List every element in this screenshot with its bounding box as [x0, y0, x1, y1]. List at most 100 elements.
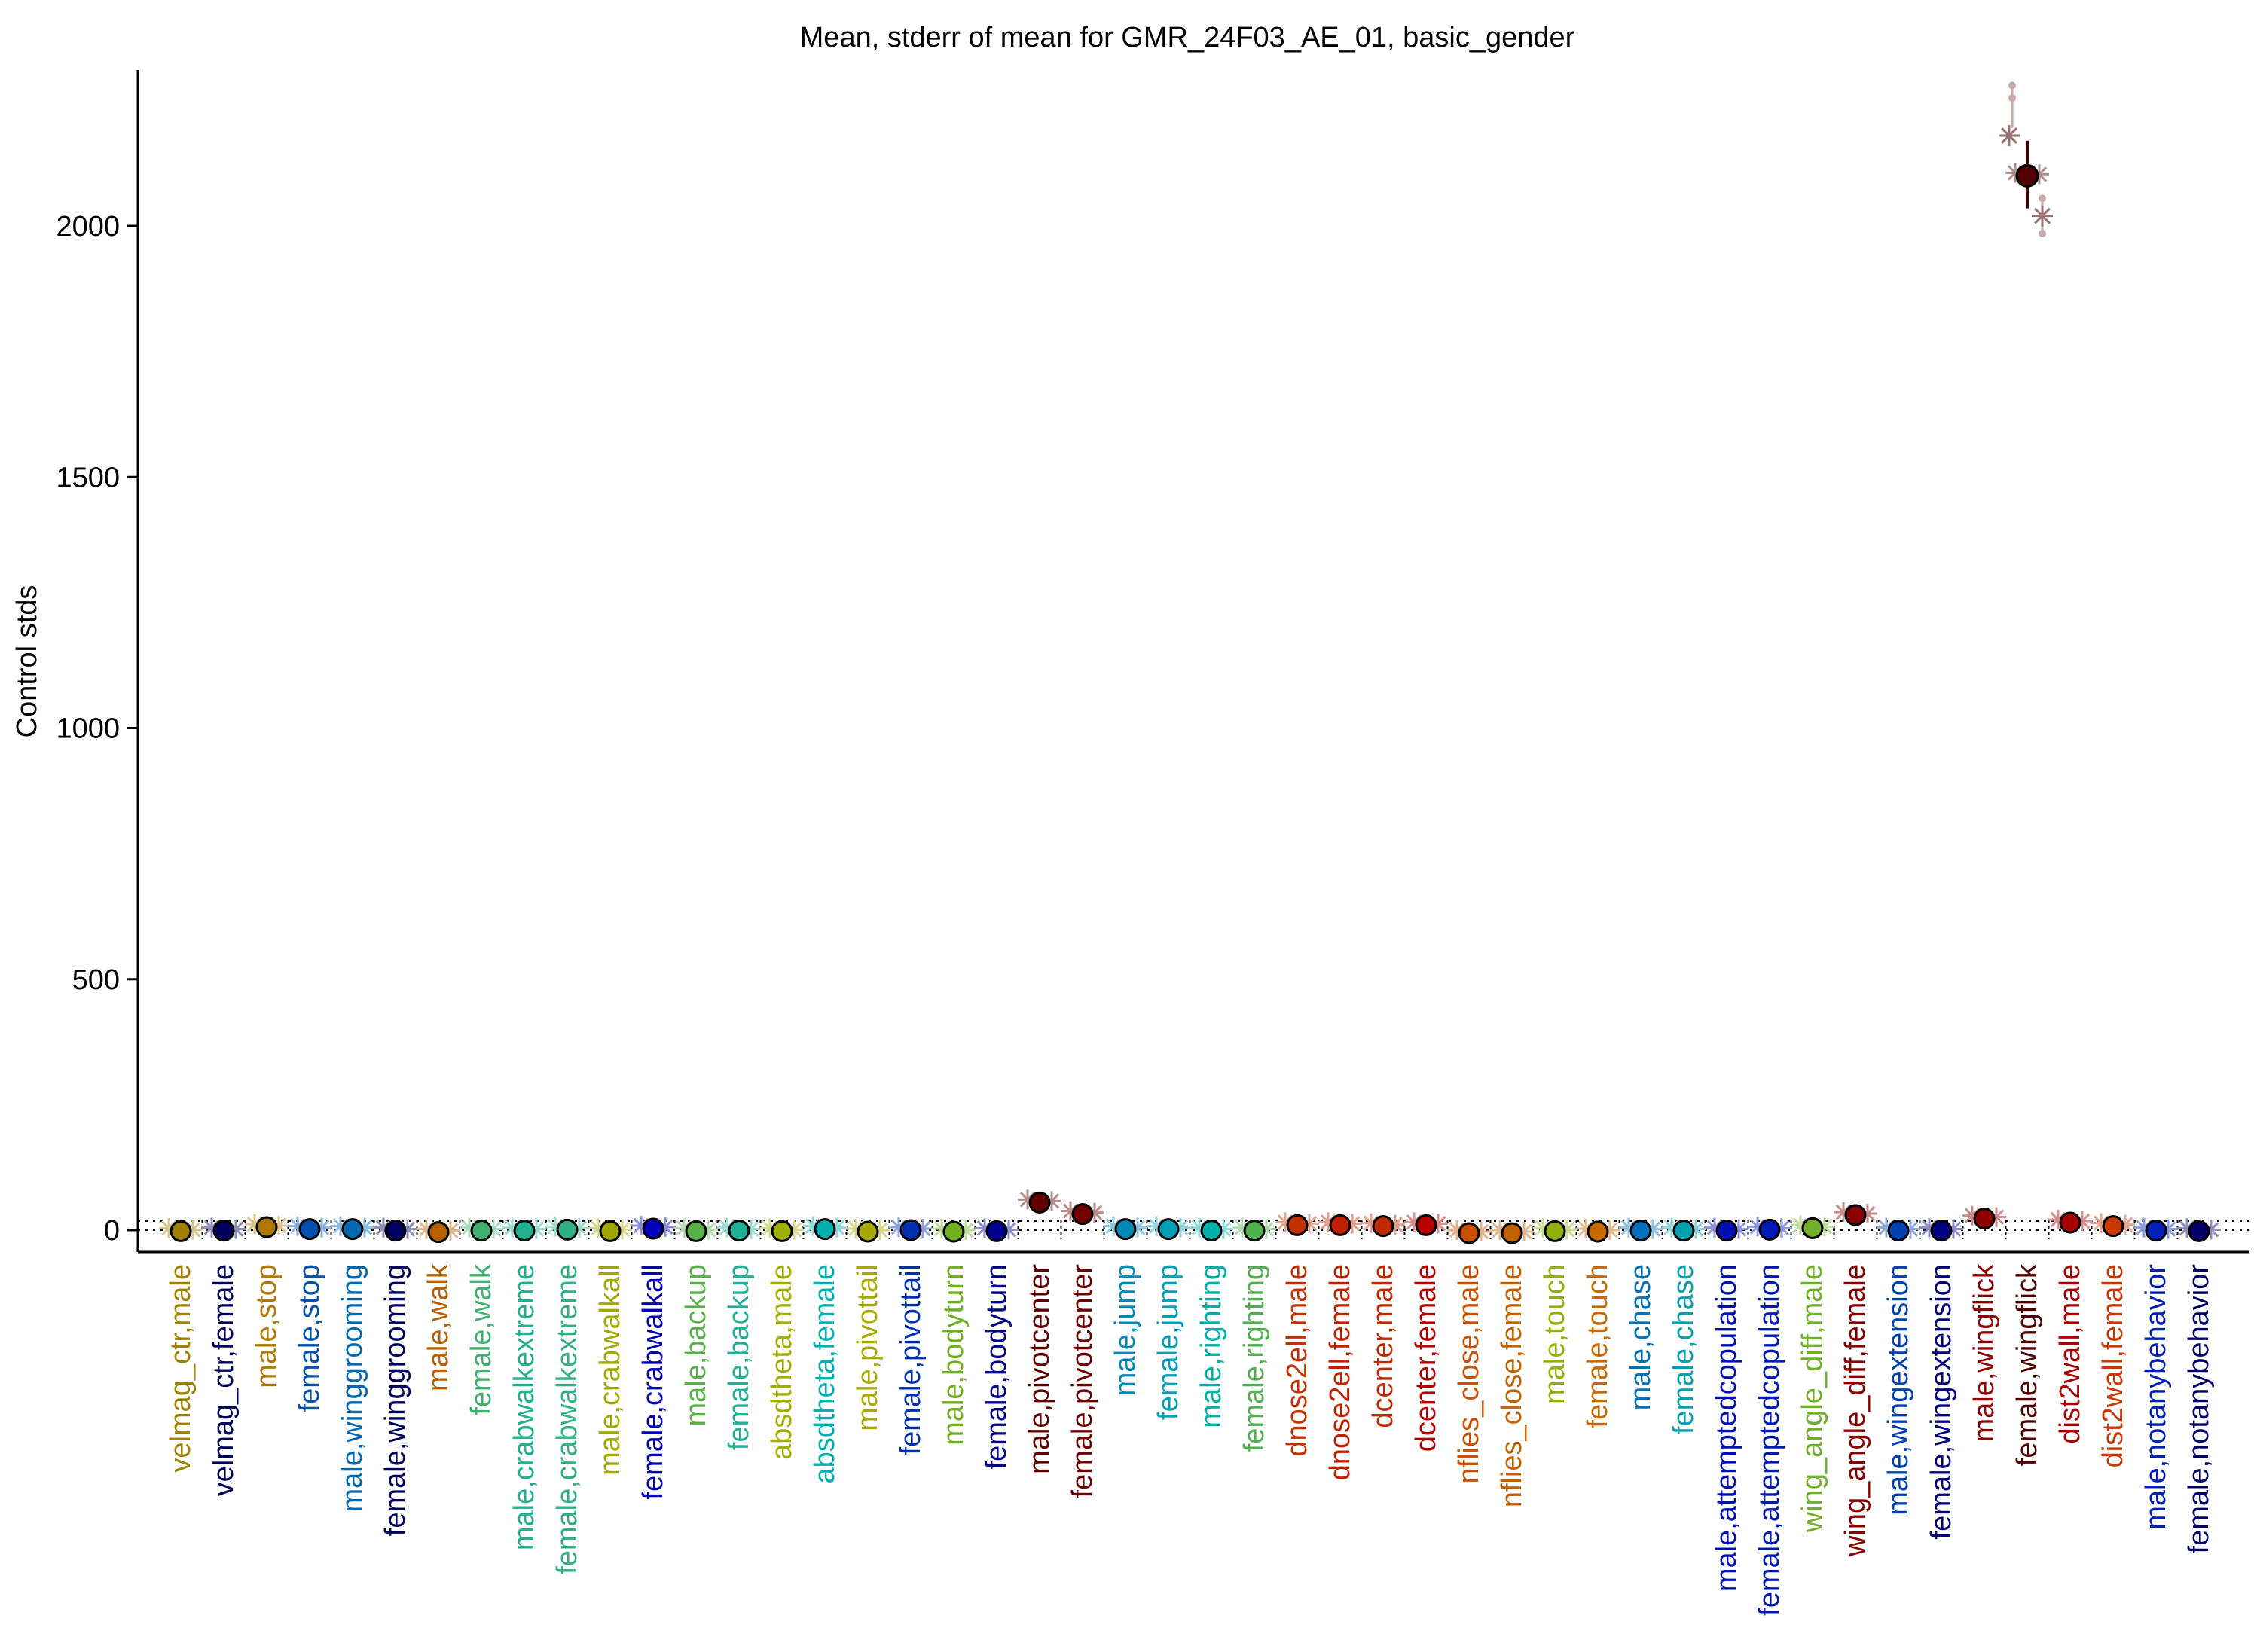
- x-tick-label: male,bodyturn: [938, 1264, 970, 1446]
- x-tick-label: male,wingflick: [1968, 1263, 2000, 1443]
- mean-point: [1930, 1220, 1953, 1242]
- sample-point: [2008, 81, 2016, 90]
- x-tick-label: male,crabwalkall: [594, 1264, 626, 1476]
- x-tick-labels: velmag_ctr,male velmag_ctr,female male,sto…: [165, 1263, 2215, 1616]
- mean-point: [1329, 1214, 1351, 1236]
- x-tick-label: female,bodyturn: [981, 1264, 1012, 1470]
- mean-point: [1415, 1214, 1437, 1236]
- x-tick-label: female,touch: [1582, 1264, 1614, 1428]
- mean-point: [1028, 1191, 1051, 1214]
- x-tick-label: male,stop: [251, 1264, 283, 1388]
- y-tick-label: 0: [104, 1215, 120, 1247]
- mean-point: [728, 1220, 750, 1242]
- mean-point: [1114, 1218, 1137, 1241]
- x-tick-label: velmag_ctr,female: [208, 1264, 240, 1496]
- mean-point: [2059, 1211, 2081, 1234]
- x-tick-label: male,notanybehavior: [2140, 1264, 2172, 1530]
- mean-point: [985, 1220, 1008, 1242]
- mean-point: [899, 1219, 922, 1241]
- data-marks: [159, 81, 2221, 1244]
- x-tick-label: absdtheta,female: [809, 1264, 841, 1484]
- x-tick-label: dnose2ell,female: [1324, 1264, 1356, 1480]
- x-tick-label: dcenter,male: [1367, 1264, 1399, 1428]
- sample-star-marker: [1999, 125, 2020, 147]
- x-tick-label: velmag_ctr,male: [165, 1264, 197, 1473]
- mean-point: [1672, 1220, 1695, 1242]
- x-tick-label: dcenter,female: [1410, 1264, 1442, 1452]
- x-tick-label: male,pivotcenter: [1024, 1264, 1055, 1474]
- star-stroke: [2001, 127, 2017, 144]
- x-tick-label: female,pivottail: [895, 1264, 927, 1455]
- x-tick-label: female,crabwalkall: [637, 1264, 669, 1500]
- x-tick-label: female,wingflick: [2011, 1263, 2043, 1466]
- mean-point: [384, 1220, 407, 1242]
- mean-point: [2102, 1215, 2124, 1238]
- x-tick-label: female,notanybehavior: [2183, 1264, 2215, 1554]
- x-tick-label: female,attemptedcopulation: [1754, 1264, 1785, 1616]
- mean-point: [1458, 1222, 1480, 1244]
- x-tick-label: male,chase: [1625, 1264, 1657, 1410]
- mean-point: [298, 1218, 321, 1241]
- x-tick-label: male,crabwalkextreme: [509, 1264, 540, 1550]
- x-tick-label: male,winggrooming: [337, 1264, 368, 1513]
- x-tick-label: female,walk: [466, 1263, 497, 1415]
- mean-point: [1372, 1215, 1394, 1238]
- sample-star-marker: [1128, 1217, 1147, 1238]
- x-tick-label: dnose2ell,male: [1281, 1264, 1313, 1457]
- mean-point: [1501, 1222, 1523, 1244]
- x-tick-label: male,backup: [680, 1264, 712, 1426]
- mean-point: [642, 1217, 664, 1240]
- mean-point: [599, 1220, 622, 1242]
- x-tick-label: wing_angle_diff,male: [1797, 1264, 1828, 1533]
- x-tick-label: nflies_close,male: [1453, 1264, 1485, 1483]
- x-tick-label: absdtheta,male: [766, 1264, 798, 1460]
- x-tick-label: female,chase: [1668, 1264, 1700, 1434]
- mean-point: [1200, 1220, 1223, 1242]
- y-tick-label: 1000: [56, 713, 120, 745]
- y-tick-label: 1500: [56, 462, 120, 493]
- mean-point: [427, 1221, 450, 1244]
- x-tick-label: female,stop: [294, 1264, 325, 1412]
- x-tick-label: male,walk: [423, 1263, 454, 1391]
- x-tick-label: female,crabwalkextreme: [551, 1264, 583, 1574]
- mean-point: [1157, 1218, 1180, 1241]
- x-tick-label: male,attemptedcopulation: [1711, 1264, 1742, 1592]
- x-tick-label: female,righting: [1238, 1264, 1270, 1452]
- mean-point: [556, 1218, 579, 1241]
- x-tick-label: male,wingextension: [1883, 1264, 1914, 1516]
- mean-point: [2188, 1220, 2210, 1242]
- mean-point: [685, 1220, 707, 1242]
- x-tick-label: female,jump: [1153, 1264, 1184, 1420]
- mean-point: [1587, 1220, 1609, 1243]
- x-tick-label: male,touch: [1539, 1264, 1571, 1404]
- mean-point: [1544, 1220, 1566, 1242]
- x-tick-label: dist2wall,female: [2097, 1264, 2129, 1467]
- mean-point: [1887, 1220, 1910, 1242]
- mean-point: [814, 1218, 836, 1241]
- x-tick-label: female,pivotcenter: [1067, 1264, 1098, 1498]
- x-tick-label: female,wingextension: [1926, 1264, 1957, 1539]
- mean-point: [470, 1220, 493, 1242]
- mean-point: [857, 1220, 879, 1243]
- chart-title: Mean, stderr of mean for GMR_24F03_AE_01…: [800, 22, 1575, 53]
- y-tick-label: 2000: [56, 211, 120, 243]
- mean-point: [942, 1220, 965, 1243]
- x-tick-label: male,righting: [1196, 1264, 1227, 1428]
- mean-point: [1243, 1220, 1266, 1242]
- sample-star-marker: [2032, 205, 2053, 227]
- mean-point: [1973, 1208, 1996, 1230]
- mean-point: [255, 1216, 278, 1238]
- mean-point: [341, 1218, 364, 1241]
- y-ticks: 0 500 1000 1500 2000: [56, 211, 138, 1247]
- mean-point: [1844, 1204, 1867, 1226]
- mean-point: [1286, 1214, 1309, 1236]
- mean-point: [170, 1220, 192, 1242]
- axes: [136, 70, 2249, 1254]
- x-tick-label: wing_angle_diff,female: [1840, 1264, 1871, 1557]
- mean-point: [2145, 1220, 2167, 1242]
- mean-point: [1071, 1203, 1094, 1226]
- x-tick-label: male,jump: [1110, 1264, 1141, 1396]
